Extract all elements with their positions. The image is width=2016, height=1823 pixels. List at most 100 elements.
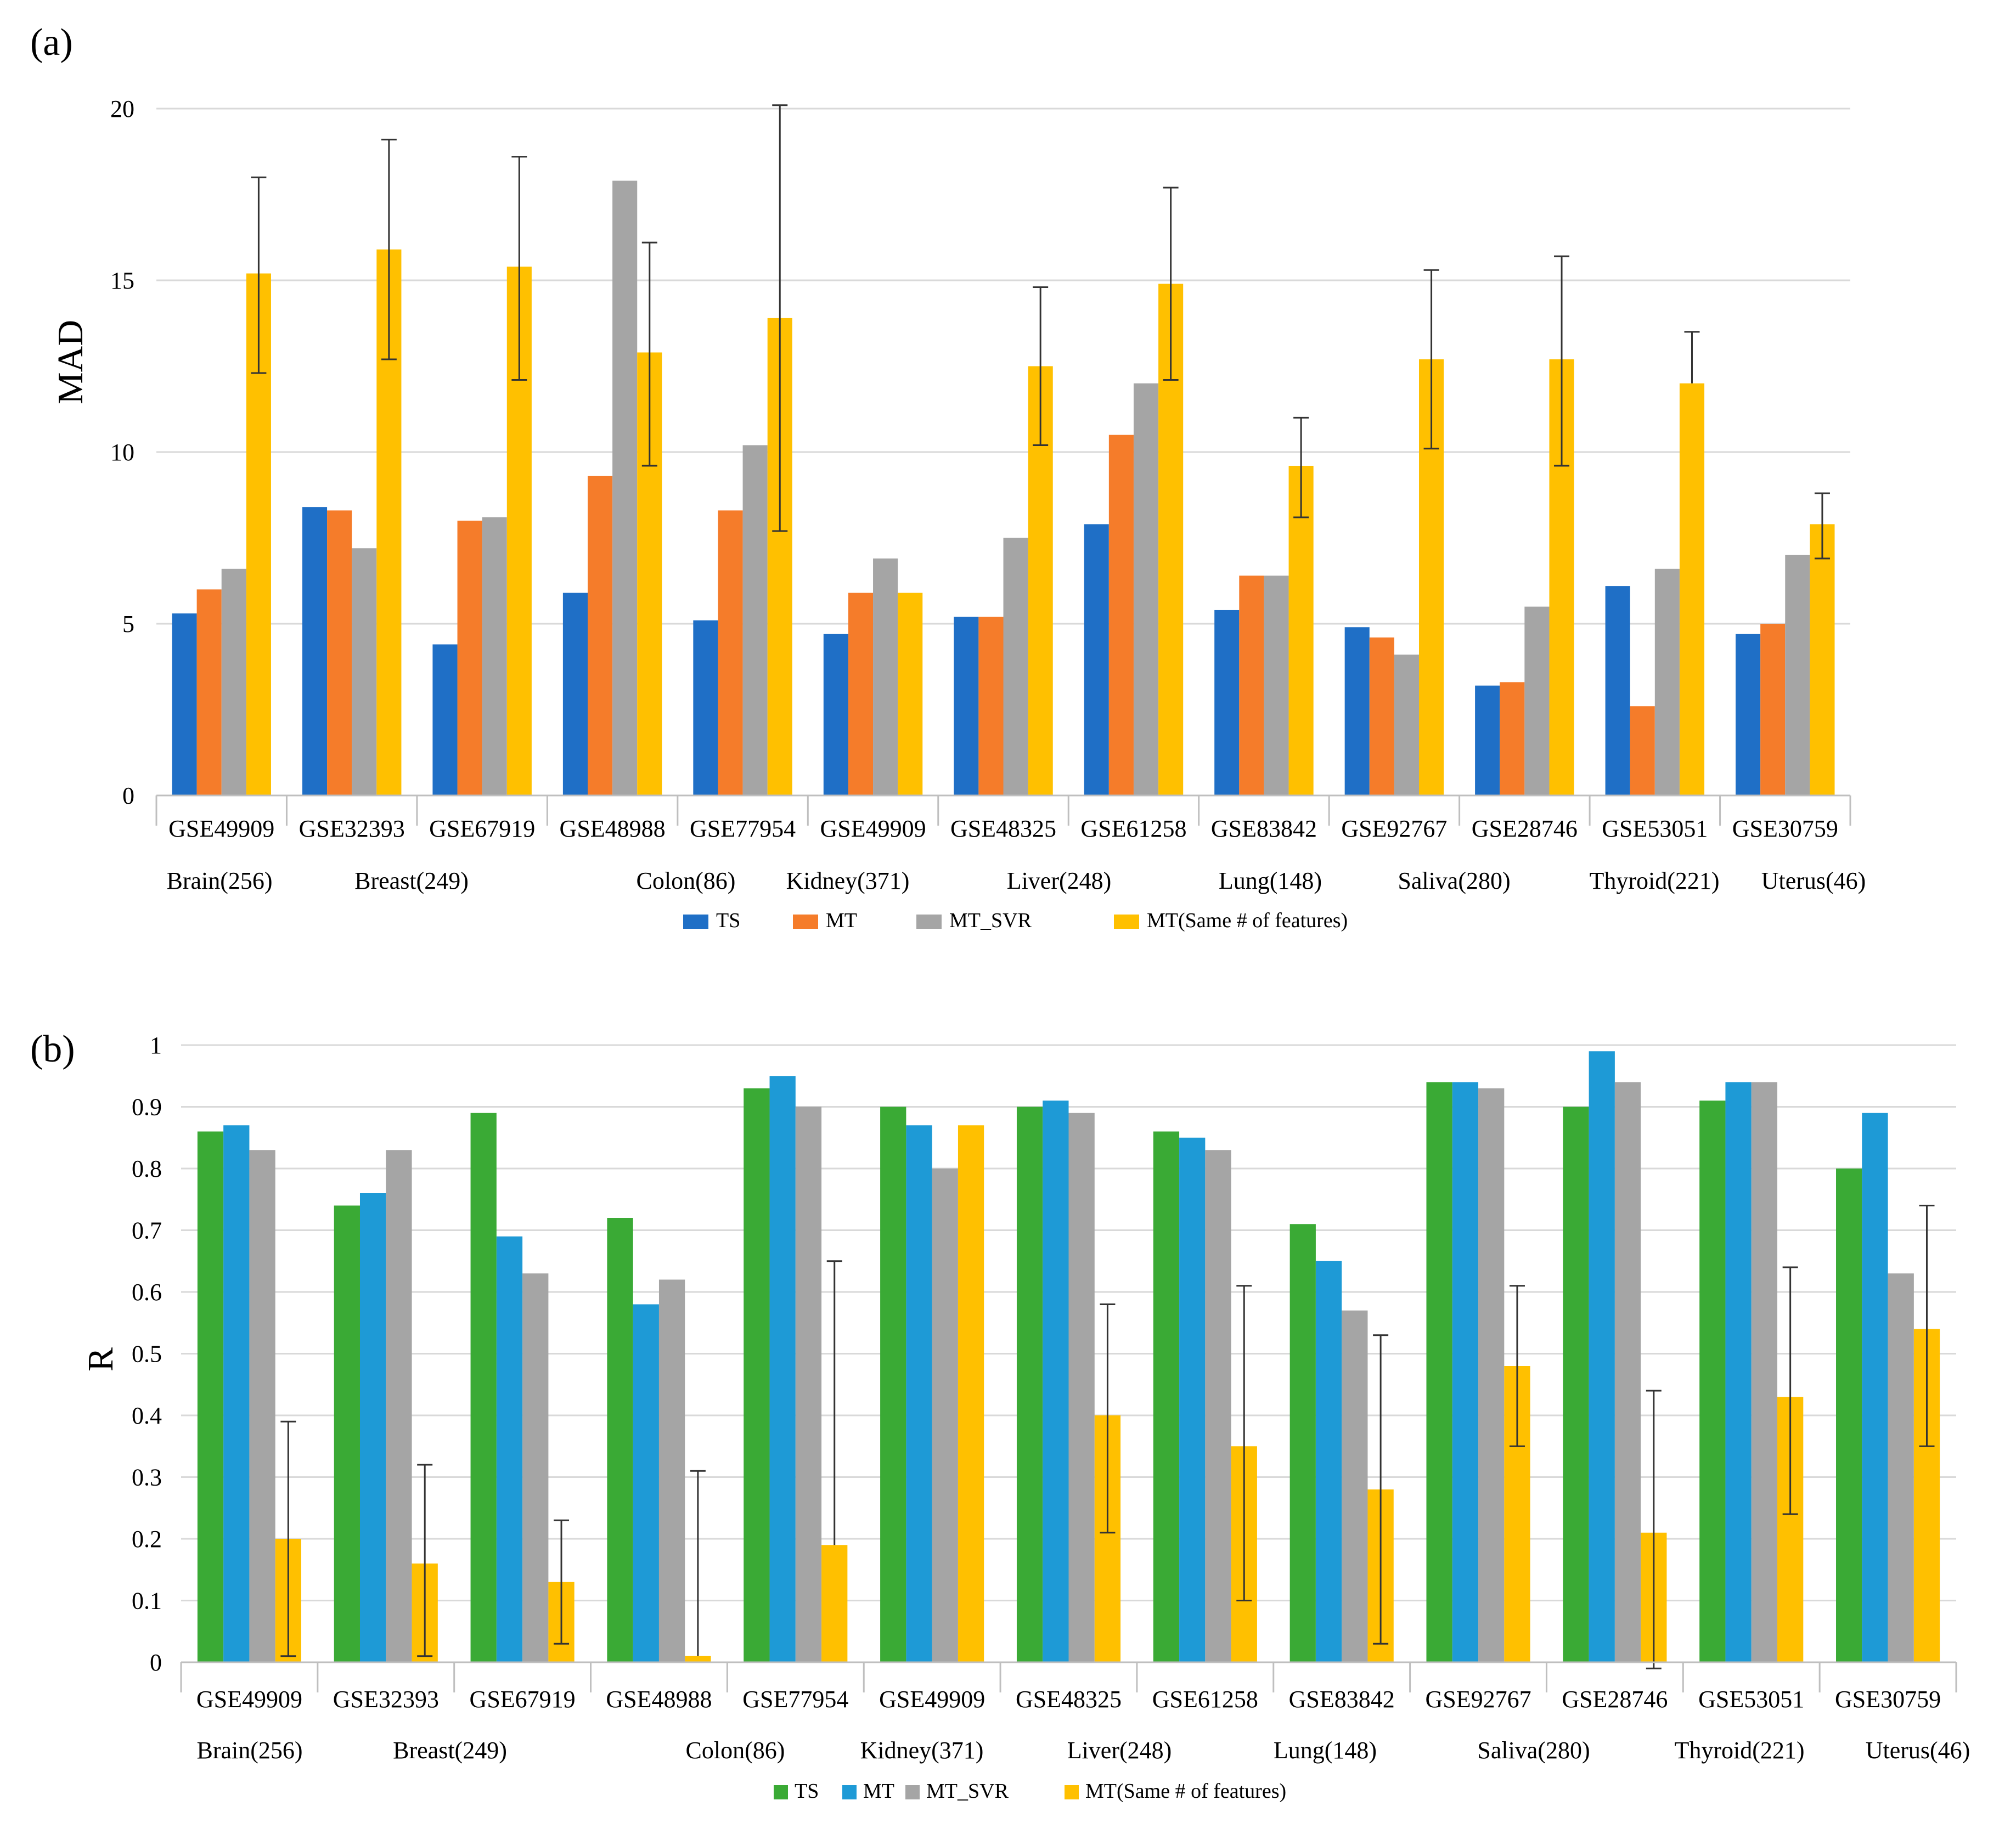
- bar-mt-svr-gse49909: [932, 1169, 958, 1662]
- legend-swatch-mt: [793, 915, 818, 929]
- x-category-label: GSE48325: [1016, 1686, 1122, 1713]
- bar-mt-svr-gse49909: [221, 568, 246, 795]
- x-category-label: GSE83842: [1289, 1686, 1395, 1713]
- x-category-label: GSE48325: [950, 815, 1056, 842]
- bar-ts-gse77954: [693, 620, 718, 795]
- bar-mt-same-of-features--gse48988: [685, 1656, 711, 1662]
- bar-ts-gse77954: [744, 1088, 770, 1662]
- x-category-label: GSE92767: [1341, 815, 1447, 842]
- x-category-label: GSE77954: [742, 1686, 848, 1713]
- bar-mt-gse48988: [587, 476, 613, 795]
- bar-mt-gse61258: [1179, 1137, 1206, 1662]
- bar-mt-same-of-features--gse49909: [898, 592, 923, 795]
- bar-ts-gse92767: [1426, 1082, 1452, 1662]
- bar-mt-svr-gse92767: [1478, 1088, 1505, 1662]
- x-category-label: GSE49909: [196, 1686, 302, 1713]
- chart-panel-a: (a) MAD 0 5 10 15 20 GSE49909 GSE32393 GSE67919 GS…: [30, 21, 1866, 932]
- y-tick-label: 20: [110, 95, 134, 122]
- x-category-label: GSE77954: [690, 815, 796, 842]
- bar-mt-gse53051: [1630, 706, 1655, 795]
- x-category-label: GSE49909: [879, 1686, 985, 1713]
- bar-mt-gse49909: [848, 592, 874, 795]
- tissue-group-label: Kidney(371): [860, 1737, 984, 1764]
- x-category-label: GSE28746: [1562, 1686, 1668, 1713]
- tissue-group-label: Colon(86): [637, 867, 736, 894]
- bar-ts-gse49909: [197, 1131, 224, 1662]
- bar-mt-svr-gse32393: [386, 1150, 412, 1662]
- y-tick-label: 0.7: [132, 1217, 162, 1244]
- bar-ts-gse49909: [823, 634, 848, 795]
- bar-ts-gse67919: [432, 644, 458, 795]
- y-tick-label: 0.5: [132, 1341, 162, 1368]
- bar-mt-svr-gse48325: [1003, 538, 1028, 795]
- bar-ts-gse67919: [470, 1113, 497, 1662]
- bar-mt-svr-gse53051: [1654, 568, 1680, 795]
- y-tick-label: 0: [150, 1649, 162, 1676]
- x-category-label: GSE53051: [1698, 1686, 1804, 1713]
- y-tick-label: 1: [150, 1032, 162, 1059]
- bar-mt-gse67919: [496, 1236, 523, 1662]
- legend-label: MT_SVR: [949, 909, 1032, 932]
- x-category-label: GSE61258: [1152, 1686, 1258, 1713]
- bar-mt-svr-gse28746: [1524, 606, 1550, 795]
- bar-mt-same-of-features--gse53051: [1679, 383, 1705, 795]
- bar-ts-gse92767: [1344, 627, 1370, 795]
- x-category-label: GSE48988: [606, 1686, 712, 1713]
- y-axis-title: MAD: [50, 320, 91, 404]
- tissue-group-label: Lung(148): [1219, 867, 1322, 894]
- tissue-group-label: Lung(148): [1274, 1737, 1377, 1764]
- bar-mt-svr-gse49909: [249, 1150, 275, 1662]
- bar-mt-svr-gse92767: [1394, 654, 1420, 795]
- y-tick-label: 0.2: [132, 1526, 162, 1553]
- bar-mt-svr-gse83842: [1264, 575, 1289, 795]
- tissue-group-label: Brain(256): [196, 1737, 302, 1764]
- tissue-group-label: Saliva(280): [1477, 1737, 1590, 1764]
- chart-panel-b: (b) R 0 0.1 0.2 0.3 0.4 0.5 0.6 0.7 0.8 0.9 1 GSE4990…: [30, 1028, 1970, 1803]
- x-category-label: GSE48988: [560, 815, 666, 842]
- x-category-label: GSE30759: [1835, 1686, 1941, 1713]
- bar-mt-gse49909: [223, 1125, 250, 1662]
- bar-mt-same-of-features--gse30759: [1810, 524, 1835, 795]
- tissue-group-label: Colon(86): [686, 1737, 785, 1764]
- x-category-label: GSE32393: [333, 1686, 439, 1713]
- x-category-label: GSE83842: [1211, 815, 1317, 842]
- bar-ts-gse30759: [1836, 1169, 1862, 1662]
- bar-mt-gse30759: [1760, 624, 1786, 795]
- x-category-label: GSE49909: [820, 815, 926, 842]
- panel-label: (a): [30, 21, 73, 64]
- bar-ts-gse49909: [880, 1107, 906, 1662]
- bar-mt-gse32393: [327, 510, 352, 795]
- bar-mt-gse53051: [1725, 1082, 1752, 1662]
- legend-swatch-mt-same-of-features-: [1114, 915, 1139, 929]
- bar-mt-svr-gse30759: [1888, 1273, 1914, 1662]
- bar-mt-gse28746: [1589, 1051, 1615, 1662]
- y-tick-label: 5: [122, 611, 134, 637]
- bar-mt-gse83842: [1315, 1261, 1342, 1662]
- y-tick-label: 10: [110, 439, 134, 466]
- bar-mt-svr-gse28746: [1614, 1082, 1641, 1662]
- bar-mt-svr-gse30759: [1785, 555, 1810, 795]
- legend-label: MT(Same # of features): [1147, 909, 1348, 932]
- tissue-group-label: Uterus(46): [1761, 867, 1866, 894]
- x-category-label: GSE61258: [1080, 815, 1186, 842]
- bar-mt-svr-gse53051: [1751, 1082, 1778, 1662]
- x-category-label: GSE92767: [1425, 1686, 1531, 1713]
- tissue-group-label: Liver(248): [1067, 1737, 1172, 1764]
- bar-mt-svr-gse48325: [1068, 1113, 1095, 1662]
- y-tick-label: 0.9: [132, 1094, 162, 1121]
- y-tick-label: 0.4: [132, 1402, 162, 1429]
- bar-mt-svr-gse77954: [742, 445, 768, 795]
- legend-label: TS: [716, 909, 740, 932]
- legend-swatch-mt-svr: [916, 915, 942, 929]
- y-tick-label: 0.8: [132, 1155, 162, 1182]
- bar-mt-svr-gse77954: [795, 1107, 822, 1662]
- bar-mt-gse77954: [718, 510, 743, 795]
- y-tick-label: 0: [122, 782, 134, 809]
- legend-swatch-ts: [683, 915, 708, 929]
- y-tick-label: 0.1: [132, 1588, 162, 1615]
- bar-ts-gse48325: [1016, 1107, 1043, 1662]
- tissue-group-label: Uterus(46): [1866, 1737, 1970, 1764]
- bar-ts-gse32393: [302, 507, 328, 795]
- tissue-group-label: Saliva(280): [1398, 867, 1510, 894]
